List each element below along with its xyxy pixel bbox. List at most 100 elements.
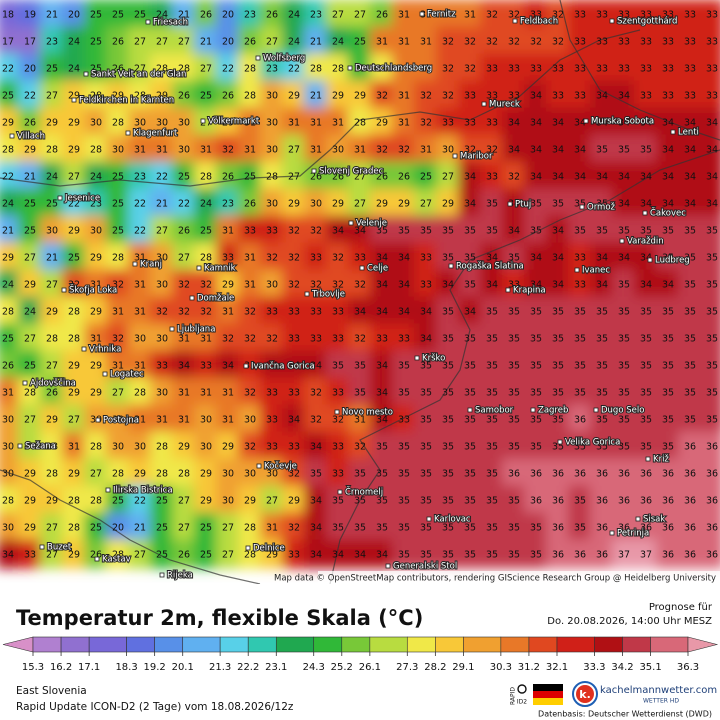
temperature-cell [260, 296, 284, 326]
temperature-cell [436, 323, 460, 353]
temperature-cell [370, 26, 394, 56]
colorbar-tick-label: 22.2 [237, 662, 259, 673]
temperature-label: 32 [310, 415, 322, 426]
city-marker [105, 487, 111, 493]
temperature-cell [40, 134, 64, 164]
temperature-cell [282, 539, 306, 569]
temperature-cell [524, 242, 548, 272]
temperature-cell [194, 269, 218, 299]
temperature-label: 21 [46, 10, 58, 21]
temperature-cell [634, 404, 658, 434]
temperature-label: 31 [134, 307, 146, 318]
temperature-label: 26 [178, 91, 190, 102]
temperature-label: 27 [222, 523, 234, 534]
temperature-cell [370, 269, 394, 299]
temperature-label: 32 [222, 334, 234, 345]
city-label: Ivančna Gorica [251, 361, 315, 372]
temperature-label: 29 [24, 280, 36, 291]
temperature-label: 24 [156, 10, 168, 21]
temperature-label: 33 [706, 91, 718, 102]
temperature-cell [612, 458, 636, 488]
temperature-label: 32 [178, 280, 190, 291]
temperature-label: 32 [310, 280, 322, 291]
temperature-cell [678, 512, 702, 542]
temperature-label: 32 [508, 172, 520, 183]
temperature-label: 34 [552, 280, 564, 291]
temperature-cell [260, 161, 284, 191]
temperature-label: 36 [530, 496, 542, 507]
temperature-cell [194, 485, 218, 515]
temperature-label: 24 [68, 37, 80, 48]
temperature-cell [216, 485, 240, 515]
temperature-cell [62, 80, 86, 110]
temperature-cell [260, 512, 284, 542]
temperature-label: 30 [222, 496, 234, 507]
temperature-cell [502, 458, 526, 488]
temperature-cell [458, 350, 482, 380]
temperature-cell [700, 161, 720, 191]
temperature-cell [392, 107, 416, 137]
temperature-cell [348, 161, 372, 191]
temperature-label: 29 [90, 361, 102, 372]
temperature-cell [18, 350, 42, 380]
temperature-label: 33 [332, 469, 344, 480]
temperature-label: 35 [596, 199, 608, 210]
temperature-cell [590, 323, 614, 353]
temperature-label: 28 [134, 388, 146, 399]
temperature-cell [304, 431, 328, 461]
temperature-cell [238, 242, 262, 272]
temperature-label: 29 [46, 415, 58, 426]
temperature-label: 27 [24, 442, 36, 453]
temperature-cell [84, 53, 108, 83]
temperature-label: 35 [398, 442, 410, 453]
temperature-cell [62, 485, 86, 515]
temperature-label: 31 [90, 334, 102, 345]
temperature-label: 26 [244, 199, 256, 210]
temperature-label: 30 [156, 334, 168, 345]
temperature-cell [282, 323, 306, 353]
temperature-label: 25 [200, 226, 212, 237]
temperature-cell [260, 539, 284, 569]
temperature-cell [414, 26, 438, 56]
temperature-label: 26 [112, 64, 124, 75]
temperature-cell [194, 350, 218, 380]
temperature-label: 27 [354, 10, 366, 21]
temperature-cell [260, 242, 284, 272]
temperature-label: 30 [222, 469, 234, 480]
temperature-label: 35 [574, 199, 586, 210]
temperature-label: 32 [486, 37, 498, 48]
temperature-label: 25 [420, 172, 432, 183]
temperature-label: 30 [266, 199, 278, 210]
temperature-label: 32 [200, 280, 212, 291]
temperature-label: 30 [200, 442, 212, 453]
temperature-cell [590, 215, 614, 245]
temperature-label: 31 [134, 280, 146, 291]
temperature-cell [568, 242, 592, 272]
temperature-cell [84, 80, 108, 110]
temperature-label: 30 [112, 415, 124, 426]
temperature-cell [282, 242, 306, 272]
temperature-cell [370, 296, 394, 326]
temperature-label: 36 [662, 523, 674, 534]
temperature-label: 35 [552, 442, 564, 453]
temperature-cell [84, 269, 108, 299]
temperature-label: 28 [244, 91, 256, 102]
colorbar-segment [182, 636, 221, 653]
temperature-label: 27 [178, 253, 190, 264]
temperature-label: 33 [486, 172, 498, 183]
temperature-cell [348, 539, 372, 569]
temperature-cell [40, 512, 64, 542]
temperature-cell [678, 431, 702, 461]
legend-title: Temperatur 2m, flexible Skala (°C) [16, 606, 423, 630]
temperature-cell [656, 242, 680, 272]
temperature-cell [480, 188, 504, 218]
temperature-cell [106, 80, 130, 110]
temperature-cell [436, 215, 460, 245]
temperature-cell [304, 188, 328, 218]
temperature-cell [392, 350, 416, 380]
temperature-cell [700, 458, 720, 488]
temperature-cell [502, 512, 526, 542]
city-marker [385, 563, 391, 569]
temperature-cell [150, 269, 174, 299]
temperature-label: 29 [68, 91, 80, 102]
